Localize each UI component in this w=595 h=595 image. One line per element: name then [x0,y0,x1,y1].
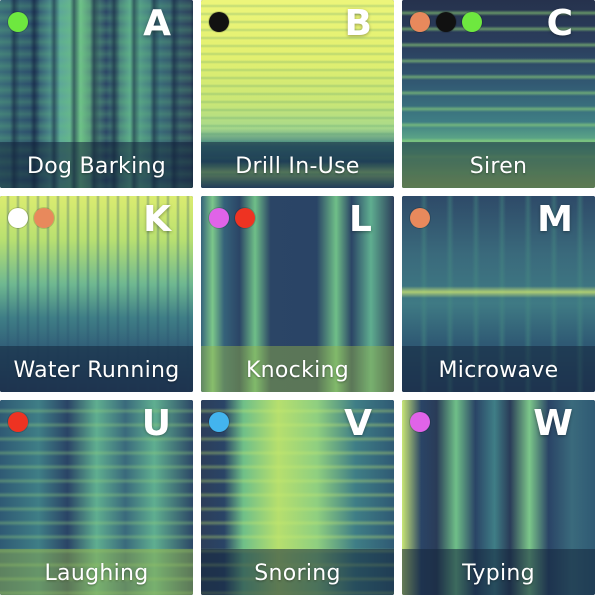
tile-letter: K [143,199,171,240]
label-band [201,142,394,188]
orange-dot [410,208,430,228]
label-band [201,346,394,392]
label-band [0,142,193,188]
orange-dot [34,208,54,228]
tile-label: Typing [462,561,535,586]
tile-drill-in-use[interactable]: B Drill In-Use [201,0,394,188]
tile-snoring[interactable]: V Snoring [201,400,394,595]
black-dot [209,12,229,32]
tile-letter: A [143,3,171,44]
tile-label: Siren [469,154,528,179]
orange-dot [410,12,430,32]
green-dot [8,12,28,32]
tile-label: Microwave [438,358,559,383]
tag-dots [410,412,430,432]
tile-label: Laughing [44,561,149,586]
tag-dots [8,208,54,228]
tag-dots [410,208,430,228]
tile-label: Dog Barking [26,154,167,179]
tag-dots [8,12,28,32]
spectrogram-laughing [0,400,193,595]
red-dot [8,412,28,432]
tile-typing[interactable]: W Typing [402,400,595,595]
magenta-dot [209,208,229,228]
black-dot [436,12,456,32]
tile-letter: W [533,403,573,444]
tile-label: Knocking [245,358,350,383]
tag-dots [209,208,255,228]
tile-letter: B [344,3,372,44]
label-band [402,346,595,392]
label-band [402,142,595,188]
tile-label: Snoring [254,561,341,586]
tile-letter: C [546,3,573,44]
tile-laughing[interactable]: U Laughing [0,400,193,595]
tile-letter: M [537,199,573,240]
blue-dot [209,412,229,432]
tag-dots [209,12,229,32]
label-band [402,549,595,595]
tile-letter: L [349,199,372,240]
spectrogram-knocking [201,196,394,392]
white-dot [8,208,28,228]
magenta-dot [410,412,430,432]
tile-letter: U [141,403,171,444]
tag-dots [410,12,482,32]
tag-dots [209,412,229,432]
tile-water-running[interactable]: K Water Running [0,196,193,392]
label-band [201,549,394,595]
tile-label: Drill In-Use [235,154,360,179]
tile-microwave[interactable]: M Microwave [402,196,595,392]
label-band [0,346,193,392]
tile-knocking[interactable]: L Knocking [201,196,394,392]
tag-dots [8,412,28,432]
tile-letter: V [344,403,372,444]
tile-label: Water Running [13,358,180,383]
red-dot [235,208,255,228]
tile-siren[interactable]: C Siren [402,0,595,188]
label-band [0,549,193,595]
tile-dog-barking[interactable]: A Dog Barking [0,0,193,188]
green-dot [462,12,482,32]
